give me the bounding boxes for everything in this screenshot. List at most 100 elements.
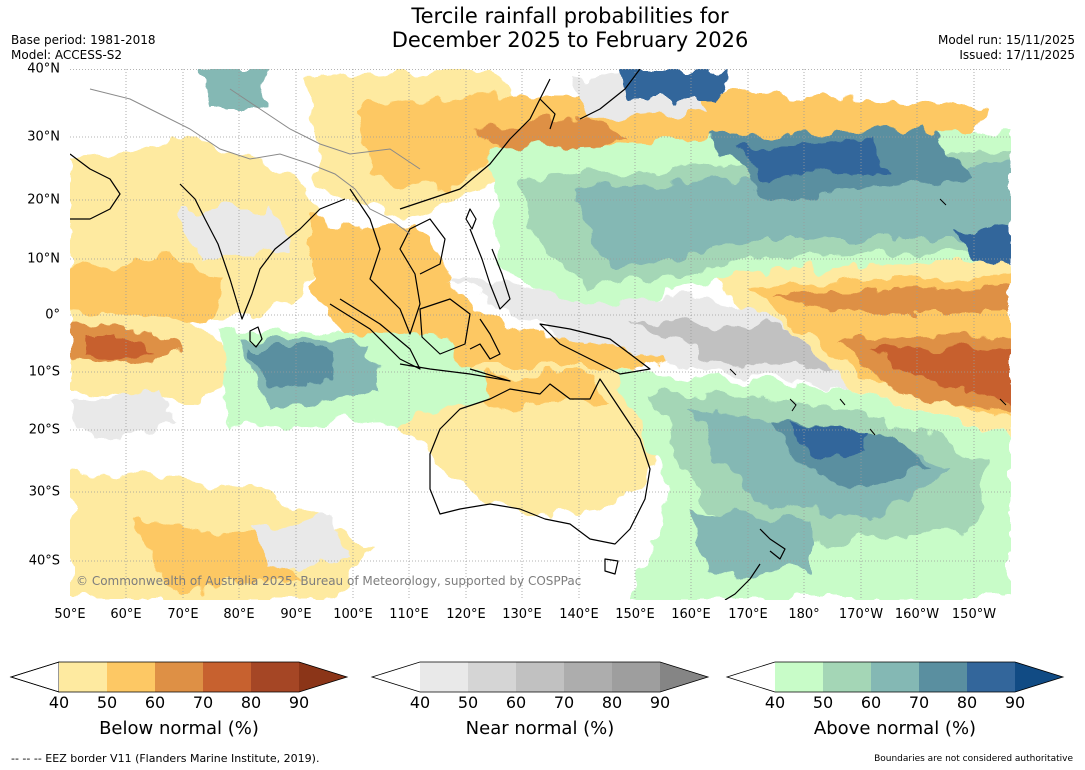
shade-below-indonesia bbox=[370, 299, 670, 379]
colorbar-near-tick-70: 70 bbox=[553, 693, 575, 712]
shade-near-equatorial-core bbox=[630, 319, 830, 369]
shade-above-north-pacific-top bbox=[620, 69, 730, 99]
colorbar-above-lower-arrow bbox=[727, 662, 775, 692]
colorbar-below-outline bbox=[9, 661, 349, 693]
lon-label-70e: 70°E bbox=[167, 607, 199, 622]
colorbar-below-tick-70: 70 bbox=[192, 693, 214, 712]
colorbar-near-tick-80: 80 bbox=[601, 693, 623, 712]
lon-label-130e: 130°E bbox=[502, 607, 542, 622]
colorbar-above-tick-60: 60 bbox=[860, 693, 882, 712]
coast-borneo bbox=[419, 298, 471, 355]
lat-label-0: 0° bbox=[45, 307, 60, 323]
lon-label-50e: 50°E bbox=[54, 607, 86, 622]
model-name: Model: ACCESS-S2 bbox=[11, 48, 123, 62]
coast-korea bbox=[539, 98, 556, 130]
colorbar-above-bin-70-80 bbox=[919, 662, 967, 692]
shade-above-tibet bbox=[200, 69, 270, 109]
colorbar-below-bin-80-90 bbox=[251, 662, 299, 692]
lon-label-150w: 150°W bbox=[951, 607, 997, 622]
colorbar-above-bin-60-70 bbox=[871, 662, 919, 692]
meta-right: Model run: 15/11/2025 Issued: 17/11/2025 bbox=[938, 33, 1075, 63]
colorbar-near-bin-40-50 bbox=[420, 662, 468, 692]
shade-below-equatorial-pacific-80 bbox=[770, 284, 1011, 314]
coast-java bbox=[399, 363, 511, 382]
map-title: Tercile rainfall probabilities for Decem… bbox=[0, 4, 1085, 52]
lon-label-80e: 80°E bbox=[223, 607, 255, 622]
colorbar-above-tick-50: 50 bbox=[812, 693, 834, 712]
colorbar-above-label: Above normal (%) bbox=[813, 718, 977, 739]
lon-label-150e: 150°E bbox=[615, 607, 655, 622]
title-line-2: December 2025 to February 2026 bbox=[391, 28, 749, 52]
map-canvas bbox=[70, 69, 1011, 600]
shading-layer bbox=[70, 69, 1011, 600]
coast-arabia bbox=[70, 153, 121, 220]
colorbar-below-bin-50-60 bbox=[107, 662, 155, 692]
colorbar-below-tick-80: 80 bbox=[240, 693, 262, 712]
shade-below-seychelles-core bbox=[85, 339, 155, 364]
gridlines bbox=[70, 69, 1011, 600]
colorbar-above-tick-70: 70 bbox=[908, 693, 930, 712]
lat-label-30s: 30°S bbox=[28, 484, 60, 500]
shade-above-indian-ocean-80 bbox=[250, 349, 335, 389]
lon-label-160e: 160°E bbox=[671, 607, 711, 622]
model-run: Model run: 15/11/2025 bbox=[937, 33, 1075, 47]
shade-above-east-pacific-90 bbox=[960, 224, 1011, 264]
colorbar-below-tick-90: 90 bbox=[288, 693, 310, 712]
lon-label-160w: 160°W bbox=[894, 607, 940, 622]
colorbar-near-bin-80-90 bbox=[612, 662, 660, 692]
lat-label-10s: 10°S bbox=[28, 364, 60, 380]
base-period: Base period: 1981-2018 bbox=[11, 33, 156, 47]
lon-label-180: 180° bbox=[788, 607, 820, 622]
colorbar-above bbox=[725, 661, 1065, 693]
lat-label-20s: 20°S bbox=[28, 422, 60, 438]
colorbar-near-label: Near normal (%) bbox=[465, 718, 615, 739]
lon-label-120e: 120°E bbox=[446, 607, 486, 622]
lon-label-140e: 140°E bbox=[559, 607, 599, 622]
shade-above-west-pacific-90 bbox=[730, 139, 890, 179]
shade-below-south-pacific-90 bbox=[870, 347, 1011, 404]
colorbar-near bbox=[370, 661, 710, 693]
colorbar-above-outline bbox=[725, 661, 1065, 693]
colorbar-near-bin-70-80 bbox=[564, 662, 612, 692]
colorbar-above-tick-90: 90 bbox=[1004, 693, 1026, 712]
eez-border-note: -- -- -- EEZ border V11 (Flanders Marine… bbox=[11, 752, 320, 765]
colorbar-below-bin-40-50 bbox=[59, 662, 107, 692]
lon-label-100e: 100°E bbox=[333, 607, 373, 622]
coast-indochina bbox=[349, 188, 446, 335]
colorbar-near-outline bbox=[370, 661, 710, 693]
shade-above-west-pacific-70 bbox=[570, 164, 1011, 269]
colorbar-near-tick-50: 50 bbox=[457, 693, 479, 712]
lat-label-10n: 10°N bbox=[27, 251, 60, 267]
coast-new-guinea bbox=[539, 323, 651, 375]
colorbar-near-bin-50-60 bbox=[468, 662, 516, 692]
lat-label-40n: 40°N bbox=[27, 61, 60, 77]
shade-below-arabian-sea bbox=[70, 259, 230, 324]
coast-taiwan bbox=[465, 208, 477, 230]
lon-label-170e: 170°E bbox=[728, 607, 768, 622]
colorbar-below bbox=[9, 661, 349, 693]
colorbar-below-tick-40: 40 bbox=[48, 693, 70, 712]
lon-label-60e: 60°E bbox=[110, 607, 142, 622]
shade-near-scattered-2 bbox=[70, 389, 180, 439]
lon-label-110e: 110°E bbox=[389, 607, 429, 622]
coast-sumatra bbox=[329, 298, 421, 370]
colorbar-above-tick-80: 80 bbox=[956, 693, 978, 712]
shade-near-scattered-1 bbox=[180, 209, 290, 259]
colorbar-near-upper-arrow bbox=[660, 662, 708, 692]
shade-below-southwest bbox=[130, 519, 300, 589]
colorbar-near-tick-90: 90 bbox=[649, 693, 671, 712]
shade-near-scattered-3 bbox=[250, 519, 350, 569]
coast-tasmania bbox=[604, 558, 619, 575]
colorbar-above-bin-80-90 bbox=[967, 662, 1015, 692]
coast-new-zealand-south bbox=[724, 563, 761, 600]
coast-china bbox=[399, 78, 551, 210]
colorbar-below-bin-60-70 bbox=[155, 662, 203, 692]
shade-above-south-pacific-90 bbox=[790, 424, 870, 459]
colorbar-near-tick-40: 40 bbox=[409, 693, 431, 712]
coast-philippines bbox=[469, 228, 511, 310]
colorbar-below-bin-70-80 bbox=[203, 662, 251, 692]
lon-label-170w: 170°W bbox=[838, 607, 884, 622]
coast-sulawesi bbox=[469, 318, 501, 360]
lat-label-40s: 40°S bbox=[28, 553, 60, 569]
colorbar-near-lower-arrow bbox=[372, 662, 420, 692]
